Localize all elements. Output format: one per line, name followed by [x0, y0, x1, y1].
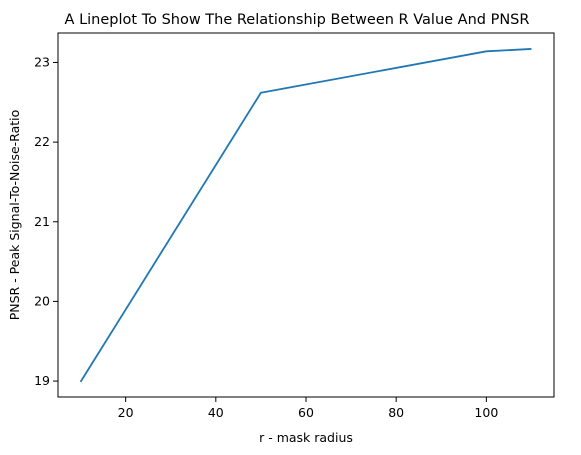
plot-frame — [57, 32, 555, 398]
x-tick-label: 40 — [208, 405, 224, 420]
y-tick-label: 19 — [34, 373, 50, 388]
x-axis: 20 40 60 80 100 — [118, 397, 498, 420]
x-tick-label: 100 — [474, 405, 498, 420]
x-axis-label: r - mask radius — [259, 430, 353, 445]
plot-area — [79, 48, 532, 383]
x-tick-label: 60 — [298, 405, 314, 420]
y-tick-label: 21 — [34, 214, 50, 229]
y-tick-label: 23 — [34, 54, 50, 69]
x-tick-label: 20 — [118, 405, 134, 420]
x-tick-label: 80 — [388, 405, 404, 420]
y-axis: 19 20 21 22 23 — [34, 54, 58, 388]
y-tick-label: 20 — [34, 293, 50, 308]
y-tick-label: 22 — [34, 134, 50, 149]
series-line — [79, 48, 532, 383]
y-axis-label: PNSR - Peak Signal-To-Noise-Ratio — [7, 110, 22, 321]
chart-title: A Lineplot To Show The Relationship Betw… — [65, 12, 530, 28]
